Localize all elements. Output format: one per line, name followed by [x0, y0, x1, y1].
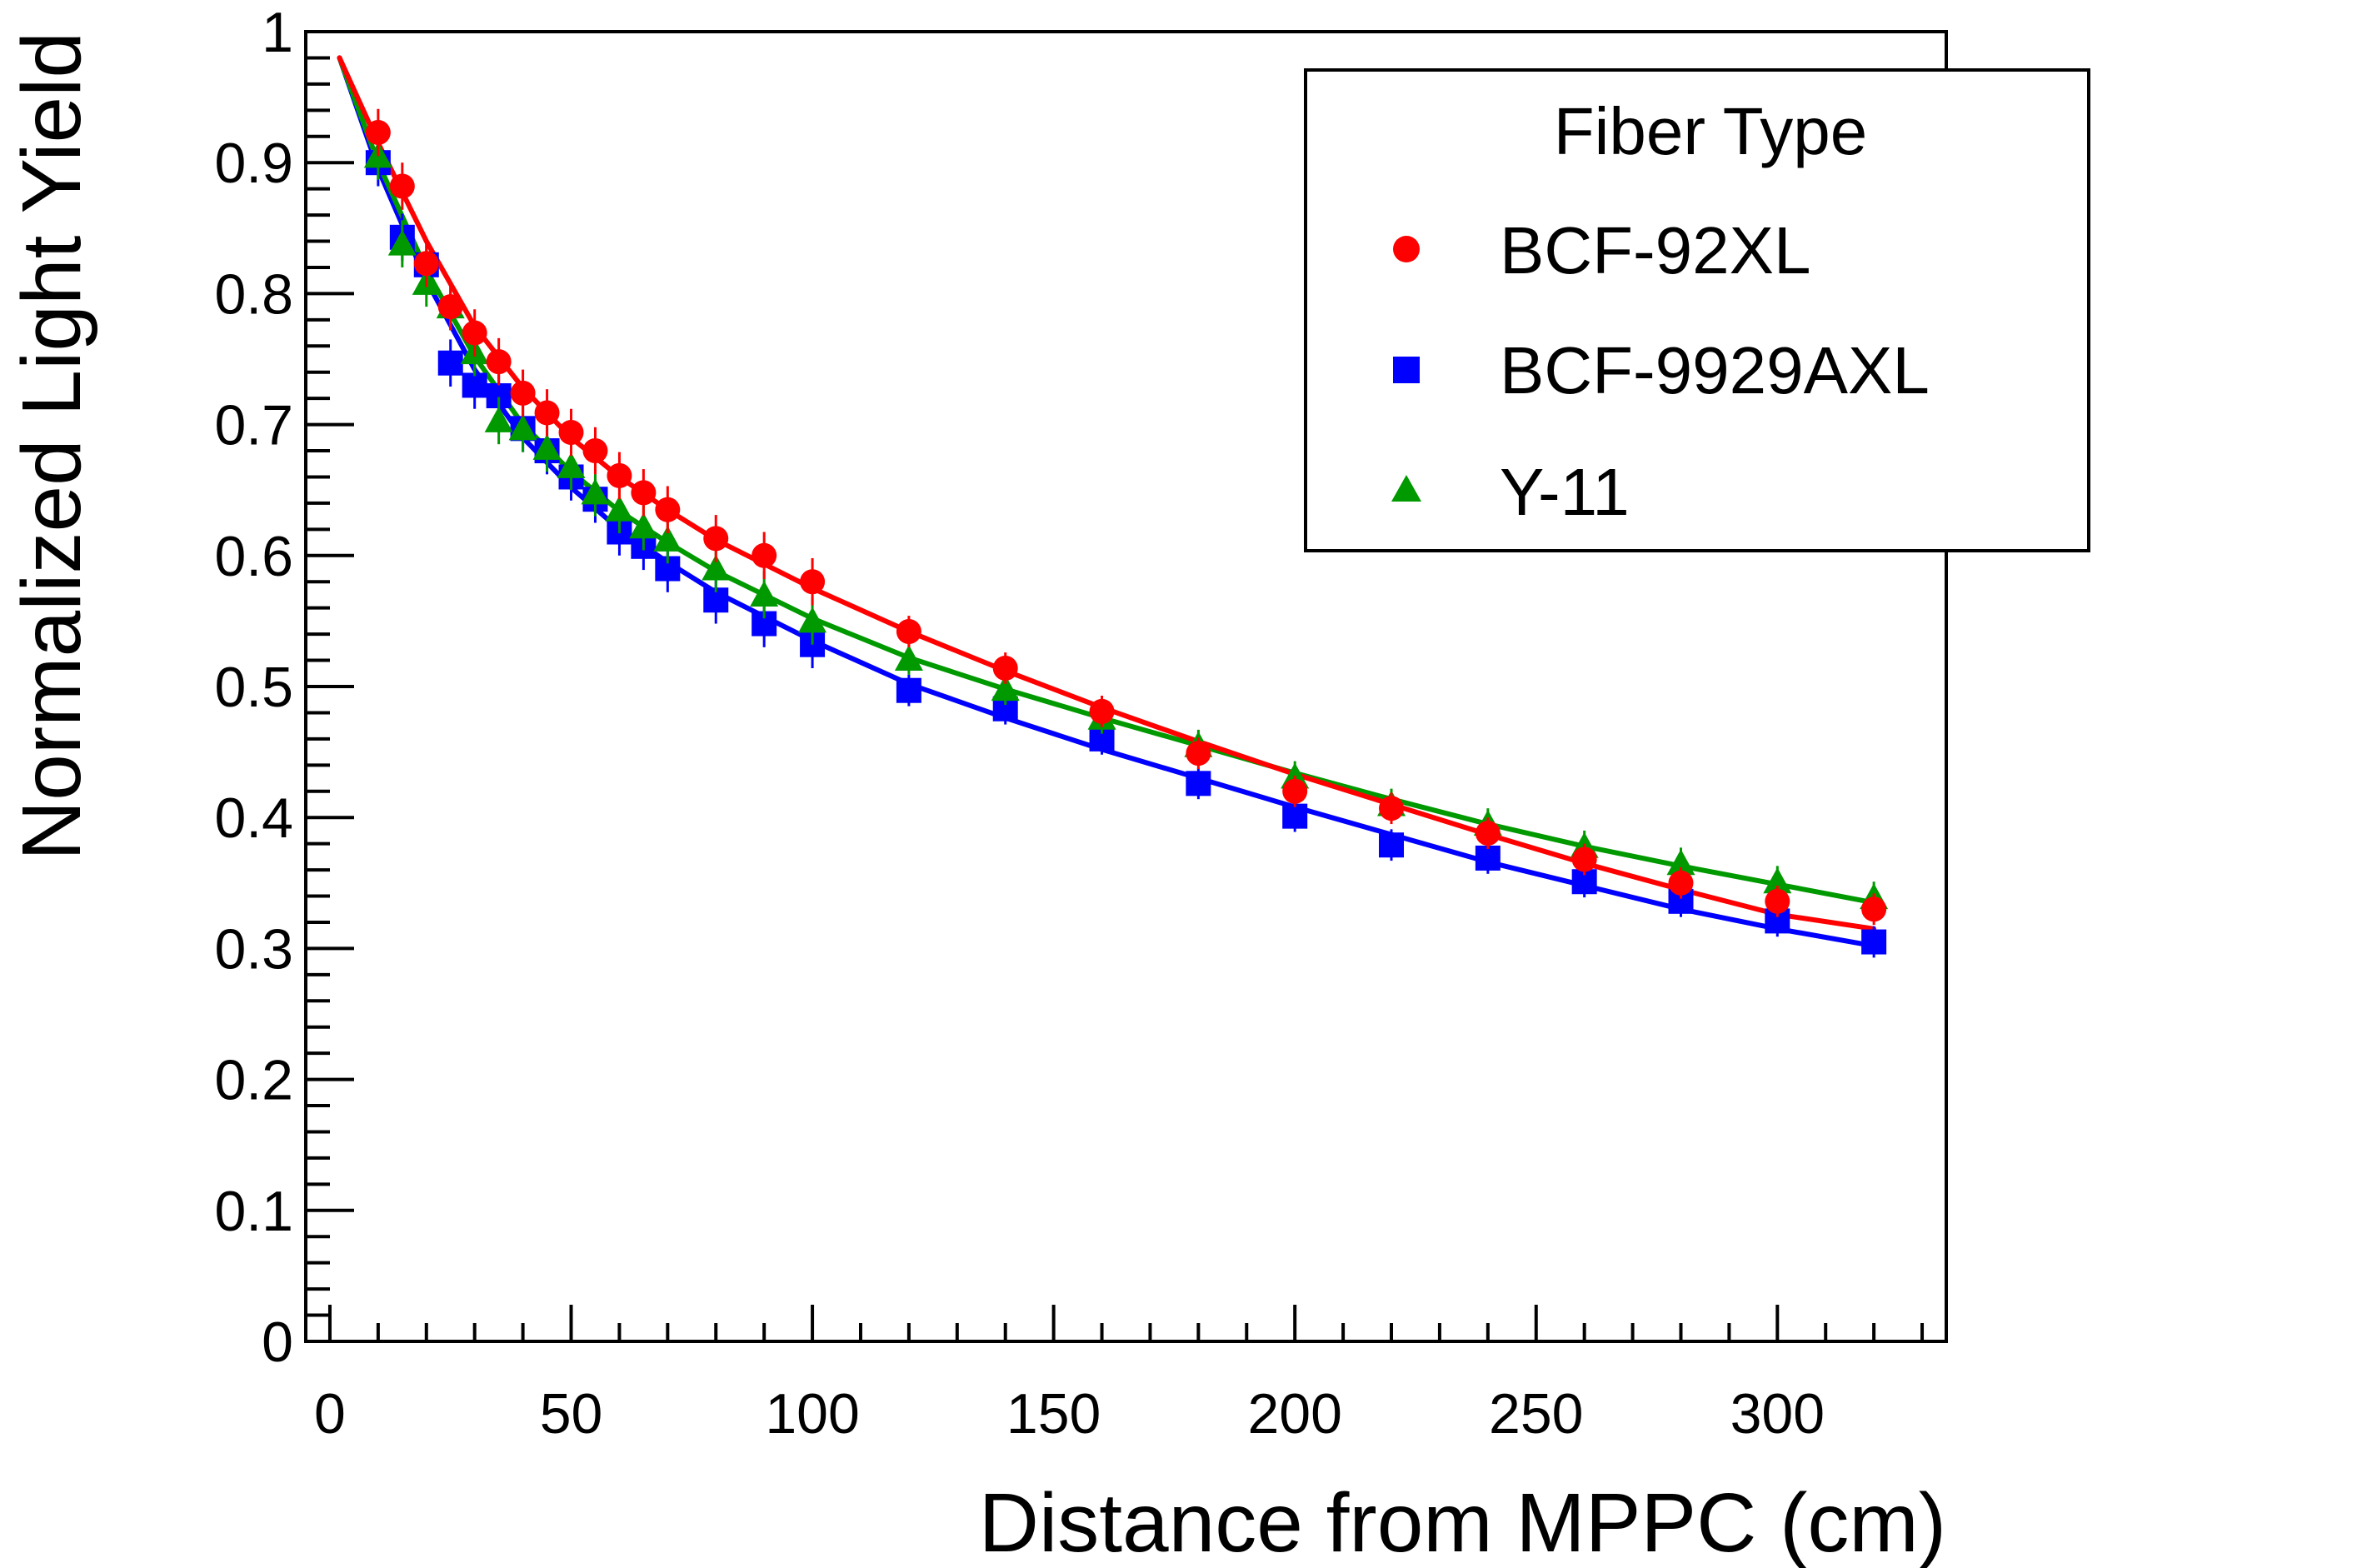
point-y-11 [532, 433, 562, 460]
point-bcf-92xl [655, 497, 681, 522]
legend-label-y-11: Y-11 [1500, 455, 1630, 529]
point-bcf-92xl [1089, 698, 1115, 724]
point-bcf-92xl [607, 462, 632, 488]
point-bcf-92xl [703, 526, 729, 552]
y-tick-label: 0.4 [214, 786, 293, 850]
point-y-11 [605, 495, 634, 522]
legend-label-bcf-92xl: BCF-92XL [1500, 213, 1810, 287]
point-y-11 [387, 229, 417, 256]
point-y-11 [798, 607, 827, 633]
y-tick-label: 0.8 [214, 262, 293, 326]
point-bcf-92xl [631, 480, 657, 506]
point-bcf-9929axl [437, 350, 463, 376]
point-bcf-92xl [413, 251, 439, 277]
x-axis-title: Distance from MPPC (cm) [979, 1476, 1946, 1568]
data-points [363, 108, 1889, 958]
y-axis-title: Normalized Light Yield [5, 32, 98, 861]
y-tick-label: 0.3 [214, 917, 293, 981]
point-bcf-92xl [534, 400, 560, 426]
point-bcf-92xl [365, 120, 391, 146]
legend-label-bcf-9929axl: BCF-9929AXL [1500, 333, 1930, 407]
legend-title: Fiber Type [1554, 94, 1867, 168]
y-tick-label: 0 [262, 1311, 293, 1374]
point-bcf-92xl [582, 438, 608, 464]
point-bcf-92xl [1475, 821, 1501, 846]
y-tick-label: 1 [262, 1, 293, 64]
point-bcf-92xl [486, 349, 512, 375]
y-tick-label: 0.7 [214, 394, 293, 457]
x-tick-label: 250 [1489, 1382, 1583, 1446]
point-y-11 [653, 525, 682, 552]
x-tick-label: 100 [765, 1382, 859, 1446]
point-bcf-9929axl [896, 677, 921, 703]
point-bcf-9929axl [1282, 803, 1308, 829]
legend: Fiber Type BCF-92XL BCF-9929AXL Y-11 [1304, 68, 2090, 552]
y-tick-label: 0.9 [214, 132, 293, 195]
point-bcf-92xl [1571, 846, 1597, 872]
x-tick-label: 50 [540, 1382, 603, 1446]
point-bcf-92xl [1282, 778, 1308, 804]
point-bcf-92xl [389, 173, 415, 199]
point-y-11 [750, 580, 779, 607]
axis-ticks: 0 50 100 150 200 250 300 0 0.1 0.2 0.3 0.4 0.5 0.6 0.7… [214, 1, 1925, 1446]
point-bcf-9929axl [462, 372, 487, 398]
point-bcf-92xl [800, 569, 826, 595]
x-tick-label: 150 [1006, 1382, 1101, 1446]
point-bcf-92xl [1379, 796, 1405, 821]
legend-marker-y-11 [1391, 475, 1421, 502]
point-y-11 [894, 644, 923, 671]
point-bcf-92xl [558, 420, 584, 446]
point-y-11 [581, 478, 610, 505]
legend-marker-bcf-92xl [1393, 236, 1420, 262]
point-bcf-92xl [752, 542, 777, 568]
y-tick-label: 0.6 [214, 525, 293, 588]
point-bcf-92xl [896, 618, 921, 644]
point-y-11 [629, 512, 658, 539]
point-y-11 [991, 675, 1020, 702]
x-tick-label: 0 [314, 1382, 346, 1446]
point-bcf-9929axl [1475, 845, 1501, 871]
point-y-11 [484, 406, 513, 432]
point-bcf-92xl [1861, 896, 1887, 922]
x-tick-label: 200 [1247, 1382, 1341, 1446]
legend-box [1304, 68, 2090, 552]
point-y-11 [1666, 849, 1695, 876]
point-y-11 [557, 452, 586, 478]
y-tick-label: 0.2 [214, 1049, 293, 1112]
point-bcf-92xl [462, 320, 487, 346]
point-bcf-9929axl [1186, 771, 1211, 796]
y-tick-label: 0.5 [214, 656, 293, 719]
point-bcf-92xl [437, 294, 463, 320]
point-bcf-92xl [510, 380, 536, 406]
point-y-11 [508, 414, 537, 441]
point-bcf-92xl [1668, 870, 1694, 896]
x-tick-label: 300 [1730, 1382, 1825, 1446]
point-y-11 [1763, 867, 1792, 894]
y-tick-label: 0.1 [214, 1180, 293, 1243]
point-bcf-9929axl [1379, 832, 1405, 858]
point-bcf-9929axl [1861, 929, 1887, 955]
point-bcf-92xl [1186, 741, 1211, 767]
point-y-11 [702, 554, 731, 581]
point-bcf-92xl [992, 655, 1018, 681]
point-bcf-92xl [1765, 888, 1790, 914]
legend-marker-bcf-9929axl [1393, 357, 1420, 383]
